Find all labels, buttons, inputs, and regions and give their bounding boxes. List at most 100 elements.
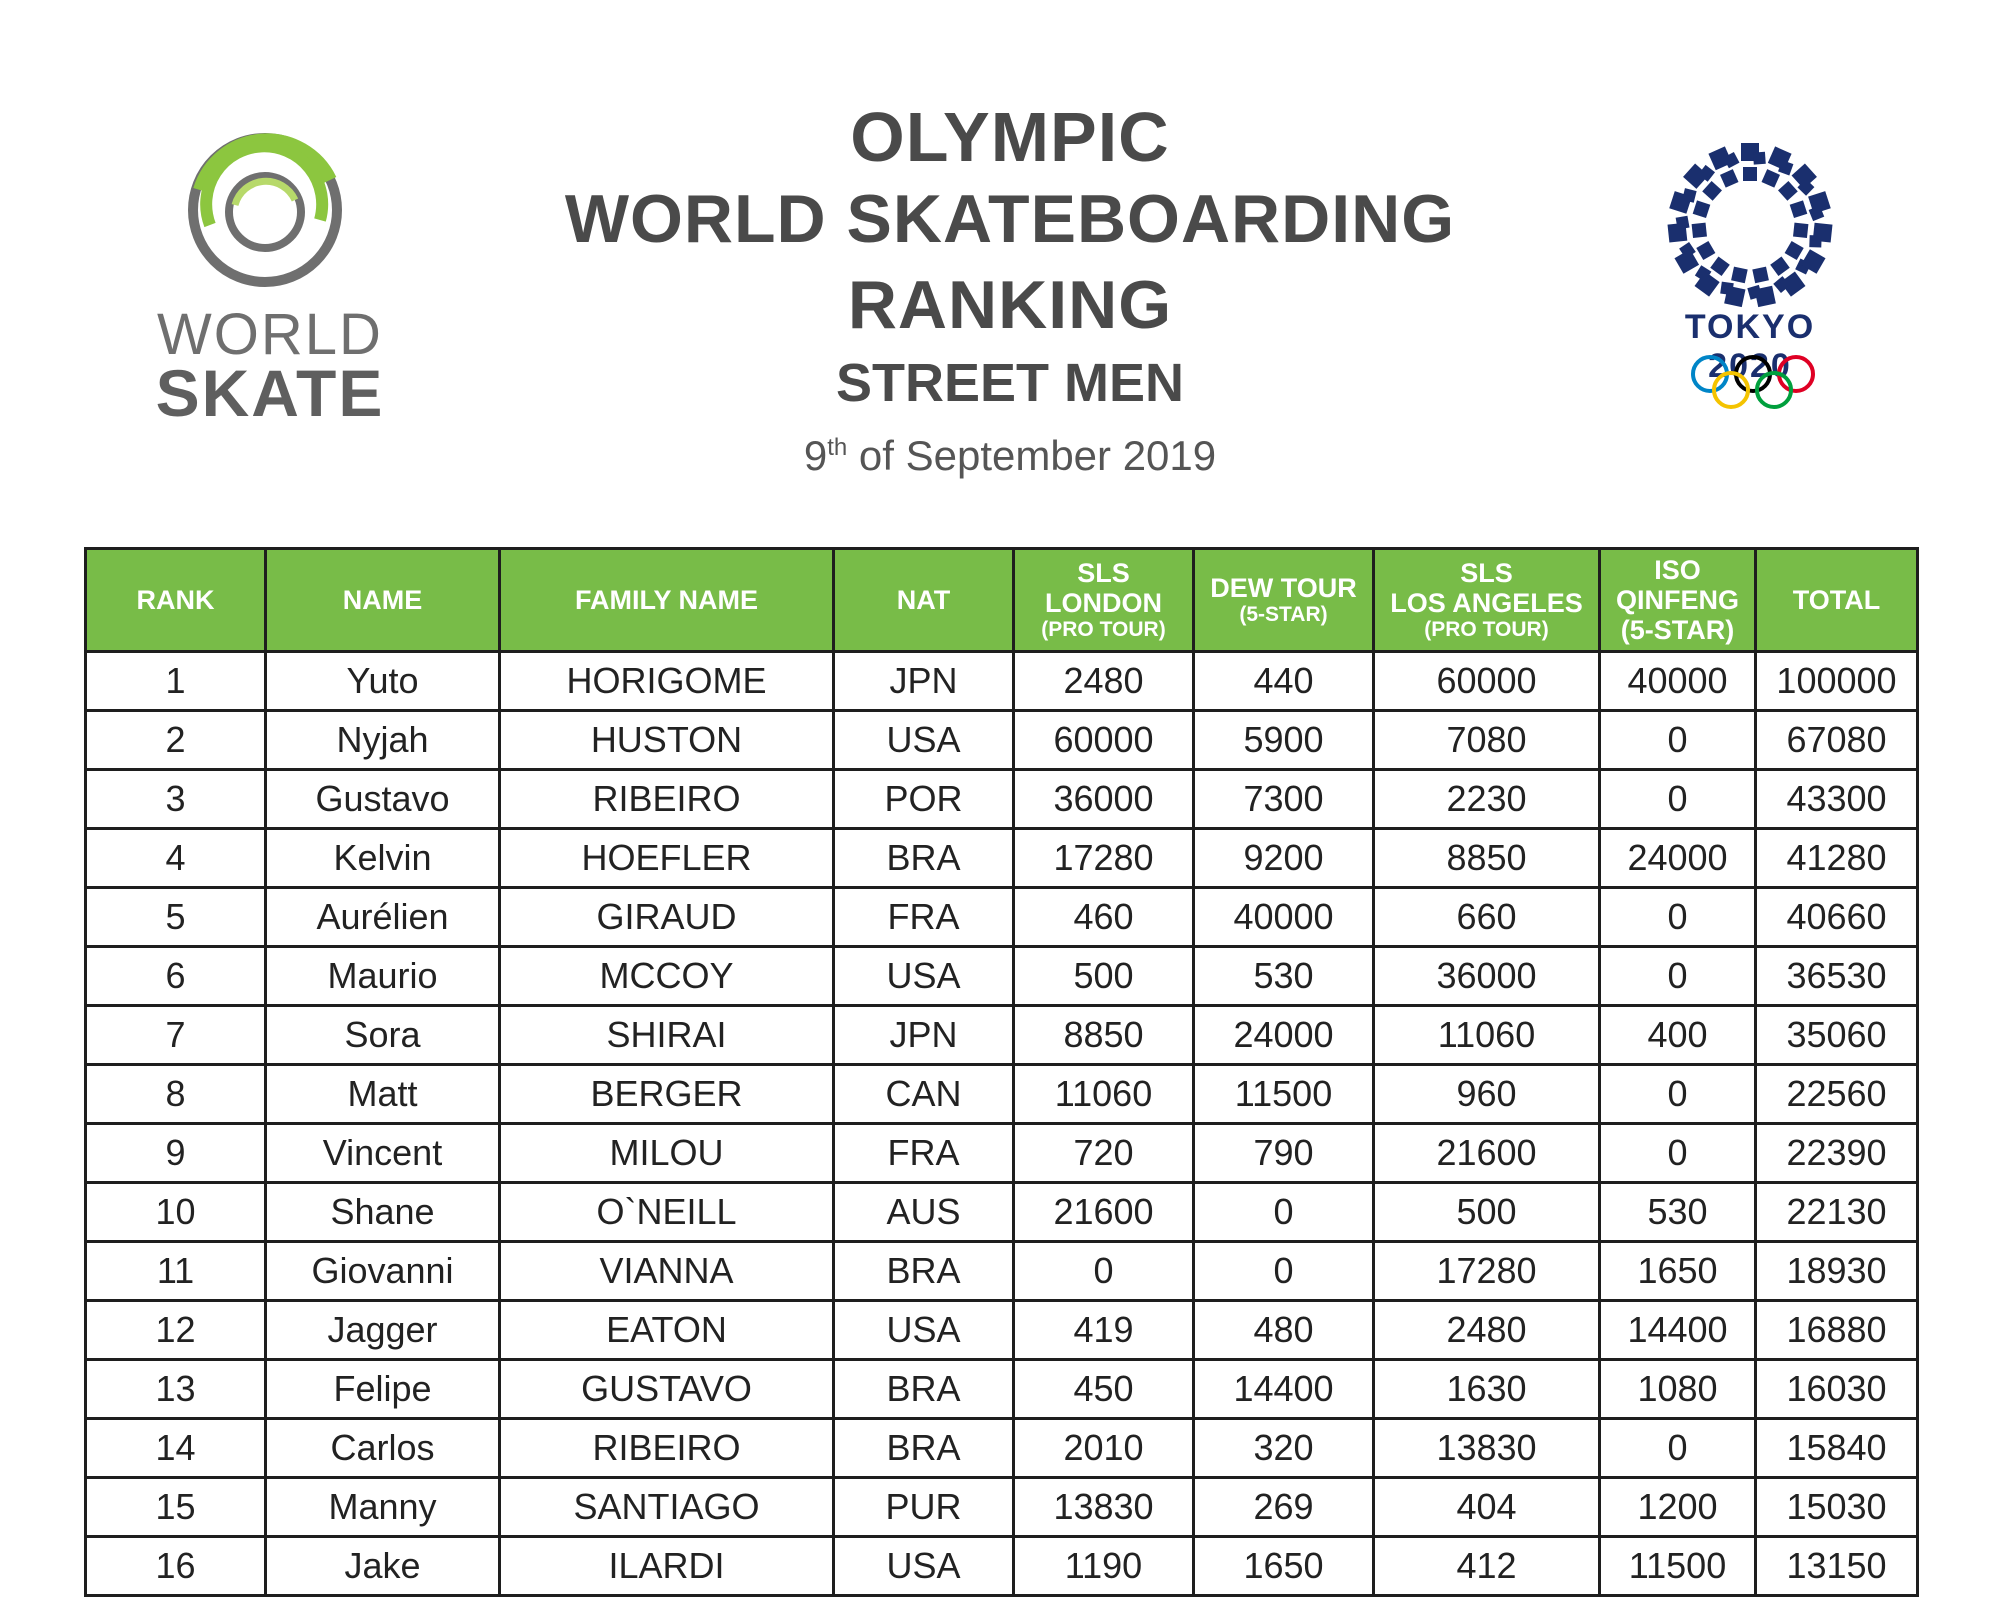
olympic-rings-icon: [1691, 355, 1815, 409]
iso-qinfeng-cell: 400: [1598, 1004, 1757, 1066]
name-cell: Aurélien: [264, 886, 501, 948]
sls-la-cell: 11060: [1372, 1004, 1601, 1066]
table-row: 12 Jagger EATON USA 419 480 2480 14400 16880: [84, 1299, 1919, 1361]
name-cell: Felipe: [264, 1358, 501, 1420]
col-sls-london-l2: LONDON: [1045, 588, 1162, 618]
page-title: OLYMPIC WORLD SKATEBOARDING RANKING STRE…: [400, 98, 1620, 486]
name-cell: Jake: [264, 1535, 501, 1597]
col-sls-london-l1: SLS: [1077, 558, 1130, 588]
col-nat: NAT: [832, 547, 1015, 653]
iso-qinfeng-cell: 0: [1598, 945, 1757, 1007]
family-name-cell: MCCOY: [498, 945, 835, 1007]
dew-tour-cell: 40000: [1192, 886, 1375, 948]
col-sls-la-l3: (PRO TOUR): [1424, 618, 1549, 641]
tokyo-2020-emblem-icon: [1660, 135, 1840, 315]
col-sls-los-angeles: SLS LOS ANGELES (PRO TOUR): [1372, 547, 1601, 653]
col-sls-london: SLS LONDON (PRO TOUR): [1012, 547, 1195, 653]
total-cell: 13150: [1754, 1535, 1919, 1597]
nat-cell: PUR: [832, 1476, 1015, 1538]
name-cell: Vincent: [264, 1122, 501, 1184]
world-skate-logo-icon: [188, 133, 342, 287]
col-dew-tour-l2: (5-STAR): [1239, 603, 1328, 626]
name-cell: Nyjah: [264, 709, 501, 771]
iso-qinfeng-cell: 1650: [1598, 1240, 1757, 1302]
family-name-cell: O`NEILL: [498, 1181, 835, 1243]
family-name-cell: EATON: [498, 1299, 835, 1361]
col-sls-la-l1: SLS: [1460, 558, 1513, 588]
iso-qinfeng-cell: 14400: [1598, 1299, 1757, 1361]
total-cell: 22390: [1754, 1122, 1919, 1184]
sls-la-cell: 2480: [1372, 1299, 1601, 1361]
total-cell: 41280: [1754, 827, 1919, 889]
family-name-cell: HUSTON: [498, 709, 835, 771]
sls-london-cell: 13830: [1012, 1476, 1195, 1538]
iso-qinfeng-cell: 40000: [1598, 650, 1757, 712]
rank-cell: 10: [84, 1181, 267, 1243]
iso-qinfeng-cell: 24000: [1598, 827, 1757, 889]
name-cell: Carlos: [264, 1417, 501, 1479]
total-cell: 16880: [1754, 1299, 1919, 1361]
name-cell: Maurio: [264, 945, 501, 1007]
nat-cell: JPN: [832, 1004, 1015, 1066]
dew-tour-cell: 24000: [1192, 1004, 1375, 1066]
nat-cell: POR: [832, 768, 1015, 830]
family-name-cell: GUSTAVO: [498, 1358, 835, 1420]
dew-tour-cell: 5900: [1192, 709, 1375, 771]
family-name-cell: RIBEIRO: [498, 768, 835, 830]
family-name-cell: GIRAUD: [498, 886, 835, 948]
dew-tour-cell: 9200: [1192, 827, 1375, 889]
rank-cell: 5: [84, 886, 267, 948]
title-line3: STREET MEN: [835, 353, 1185, 413]
family-name-cell: SANTIAGO: [498, 1476, 835, 1538]
iso-qinfeng-cell: 1080: [1598, 1358, 1757, 1420]
sls-london-cell: 2010: [1012, 1417, 1195, 1479]
sls-la-cell: 36000: [1372, 945, 1601, 1007]
family-name-cell: BERGER: [498, 1063, 835, 1125]
date-day: 9: [803, 432, 828, 479]
rank-cell: 4: [84, 827, 267, 889]
dew-tour-cell: 0: [1192, 1240, 1375, 1302]
total-cell: 22130: [1754, 1181, 1919, 1243]
page-header: WORLD SKATE OLYMPIC WORLD SKATEBOARDING …: [0, 0, 1998, 520]
table-header: RANK NAME FAMILY NAME NAT SLS LONDON (PR…: [84, 547, 1919, 653]
table-row: 1 Yuto HORIGOME JPN 2480 440 60000 40000 100000: [84, 650, 1919, 712]
sls-london-cell: 21600: [1012, 1181, 1195, 1243]
nat-cell: BRA: [832, 1417, 1015, 1479]
iso-qinfeng-cell: 0: [1598, 768, 1757, 830]
col-rank: RANK: [84, 547, 267, 653]
iso-qinfeng-cell: 530: [1598, 1181, 1757, 1243]
total-cell: 22560: [1754, 1063, 1919, 1125]
table-row: 15 Manny SANTIAGO PUR 13830 269 404 1200 15030: [84, 1476, 1919, 1538]
name-cell: Jagger: [264, 1299, 501, 1361]
nat-cell: USA: [832, 1535, 1015, 1597]
title-line1: OLYMPIC: [850, 98, 1170, 176]
dew-tour-cell: 14400: [1192, 1358, 1375, 1420]
table-row: 11 Giovanni VIANNA BRA 0 0 17280 1650 18930: [84, 1240, 1919, 1302]
iso-qinfeng-cell: 0: [1598, 1122, 1757, 1184]
col-sls-london-l3: (PRO TOUR): [1041, 618, 1166, 641]
table-row: 2 Nyjah HUSTON USA 60000 5900 7080 0 67080: [84, 709, 1919, 771]
tokyo-2020-text: TOKYO 2020: [1684, 308, 1816, 385]
dew-tour-cell: 480: [1192, 1299, 1375, 1361]
sls-la-cell: 8850: [1372, 827, 1601, 889]
rank-cell: 2: [84, 709, 267, 771]
sls-london-cell: 720: [1012, 1122, 1195, 1184]
sls-la-cell: 404: [1372, 1476, 1601, 1538]
nat-cell: AUS: [832, 1181, 1015, 1243]
dew-tour-cell: 11500: [1192, 1063, 1375, 1125]
rank-cell: 8: [84, 1063, 267, 1125]
col-iso-l3: (5-STAR): [1620, 615, 1735, 645]
name-cell: Yuto: [264, 650, 501, 712]
total-cell: 15030: [1754, 1476, 1919, 1538]
sls-london-cell: 8850: [1012, 1004, 1195, 1066]
rank-cell: 7: [84, 1004, 267, 1066]
sls-london-cell: 11060: [1012, 1063, 1195, 1125]
table-row: 6 Maurio MCCOY USA 500 530 36000 0 36530: [84, 945, 1919, 1007]
iso-qinfeng-cell: 1200: [1598, 1476, 1757, 1538]
world-skate-word2: SKATE: [155, 356, 385, 430]
nat-cell: CAN: [832, 1063, 1015, 1125]
rank-cell: 1: [84, 650, 267, 712]
total-cell: 18930: [1754, 1240, 1919, 1302]
rank-cell: 12: [84, 1299, 267, 1361]
dew-tour-cell: 7300: [1192, 768, 1375, 830]
